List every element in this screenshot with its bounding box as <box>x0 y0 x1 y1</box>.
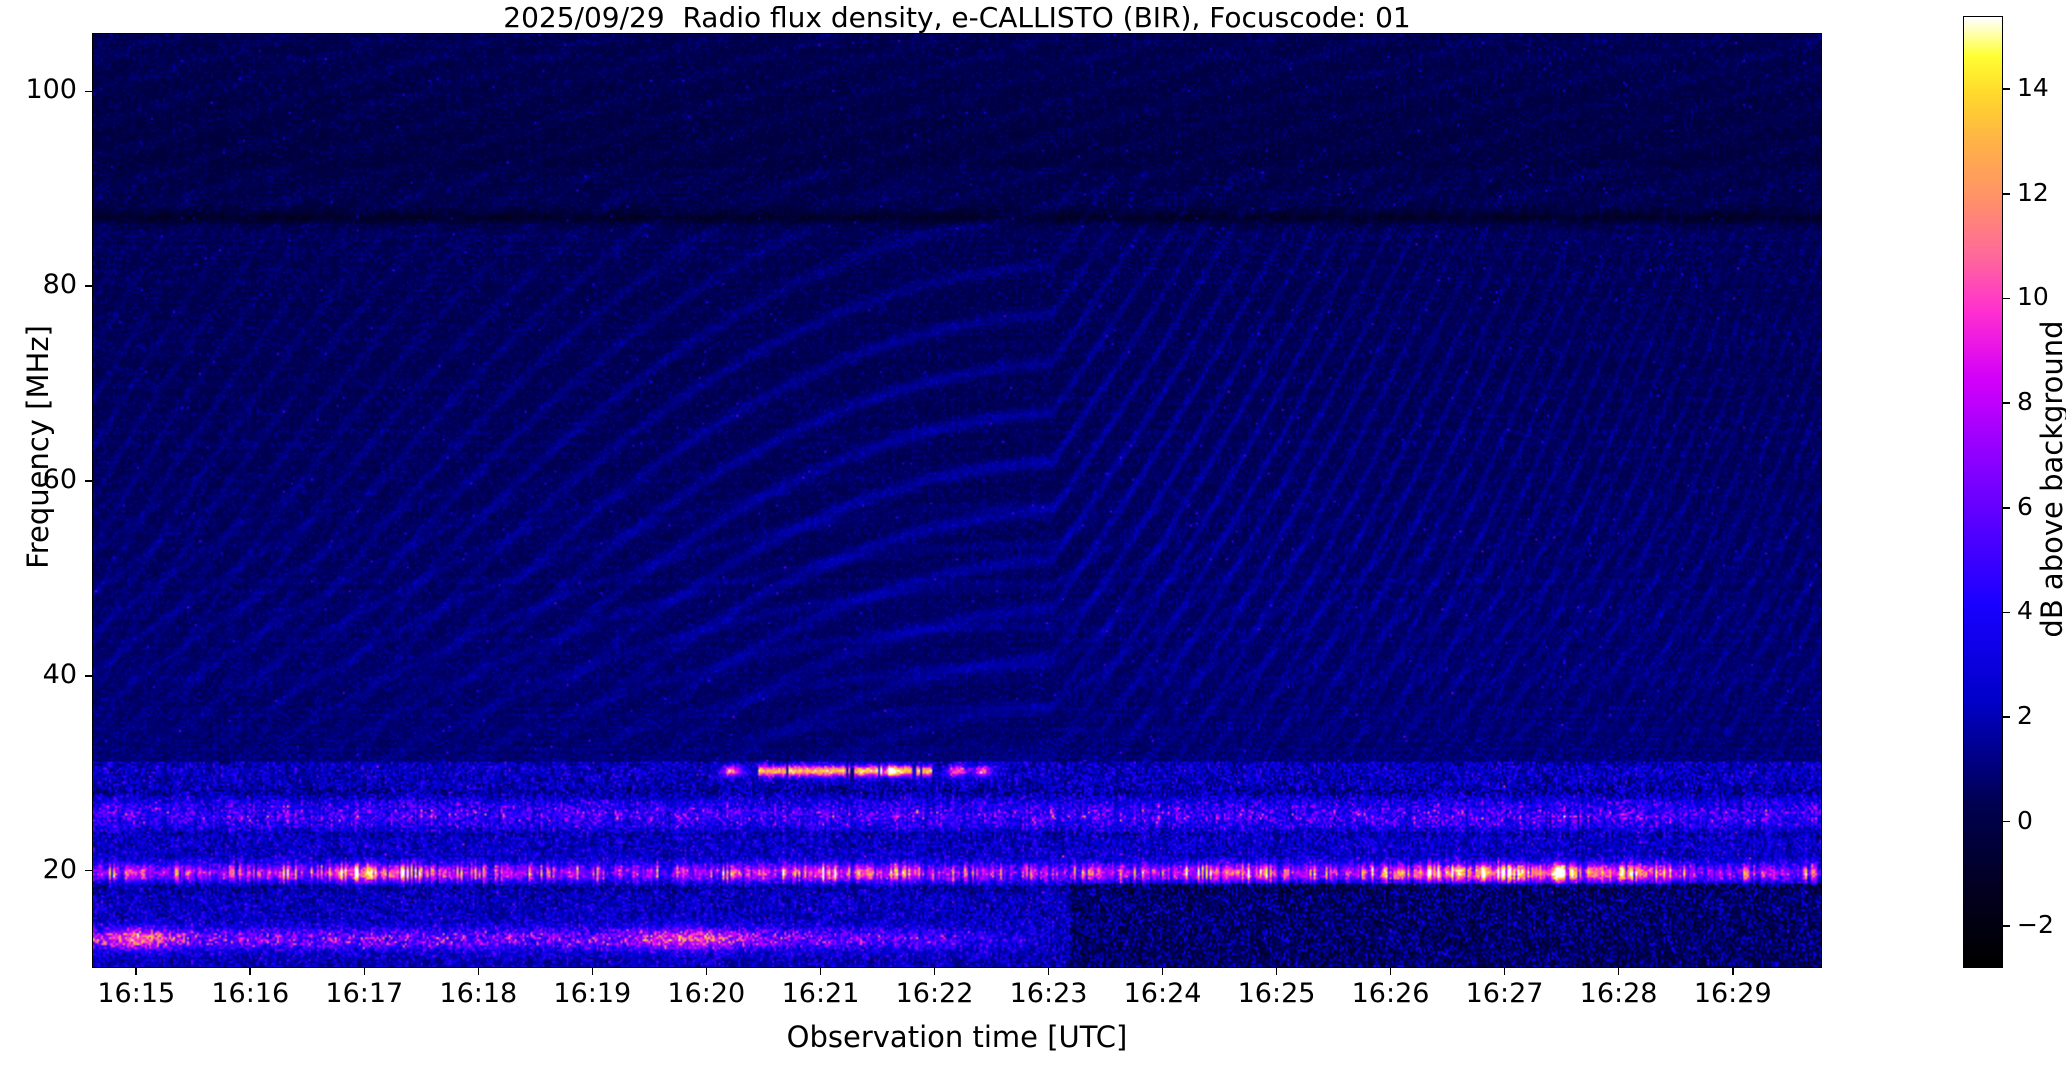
colorbar[interactable] <box>1963 16 2003 968</box>
x-tick-mark <box>1731 968 1734 975</box>
x-tick-mark <box>591 968 594 975</box>
x-tick-label: 16:24 <box>1123 978 1202 1009</box>
x-tick-mark <box>135 968 138 975</box>
x-tick-mark <box>477 968 480 975</box>
colorbar-tick-label: 14 <box>2017 73 2049 103</box>
colorbar-tick-label: 8 <box>2017 387 2033 417</box>
x-tick-label: 16:28 <box>1579 978 1658 1009</box>
x-tick-label: 16:15 <box>97 978 176 1009</box>
colorbar-tick-label: 0 <box>2017 805 2033 835</box>
colorbar-tick-label: 10 <box>2017 282 2049 312</box>
colorbar-tick-mark <box>2003 820 2010 823</box>
x-tick-mark <box>933 968 936 975</box>
y-tick-mark <box>85 675 92 677</box>
colorbar-tick-mark <box>2003 925 2010 927</box>
x-tick-mark <box>819 968 822 975</box>
x-axis-label: Observation time [UTC] <box>786 1020 1128 1054</box>
x-tick-mark <box>705 968 708 975</box>
spectrogram-image[interactable] <box>93 34 1821 967</box>
y-tick-mark <box>85 285 92 287</box>
colorbar-tick-label: 2 <box>2017 700 2033 730</box>
colorbar-tick-mark <box>2003 506 2010 509</box>
x-tick-mark <box>363 968 366 975</box>
x-tick-label: 16:25 <box>1237 978 1316 1009</box>
x-tick-mark <box>1389 968 1392 975</box>
colorbar-tick-label: 4 <box>2017 596 2033 626</box>
plot-axes[interactable] <box>92 33 1822 968</box>
x-tick-label: 16:21 <box>781 978 860 1009</box>
x-tick-label: 16:16 <box>211 978 290 1009</box>
x-tick-mark <box>1617 968 1620 975</box>
y-tick-label: 80 <box>42 269 77 301</box>
y-tick-label: 100 <box>25 74 77 106</box>
colorbar-tick-mark <box>2003 402 2010 404</box>
colorbar-tick-label: −2 <box>2017 910 2054 940</box>
colorbar-gradient <box>1964 17 2002 967</box>
x-tick-mark <box>1275 968 1278 975</box>
x-tick-label: 16:20 <box>667 978 746 1009</box>
y-tick-label: 40 <box>42 658 77 690</box>
colorbar-tick-mark <box>2003 193 2010 195</box>
x-tick-label: 16:18 <box>439 978 518 1009</box>
y-axis-label: Frequency [MHz] <box>21 325 55 569</box>
x-tick-mark <box>1047 968 1050 975</box>
x-tick-mark <box>249 968 252 975</box>
x-tick-label: 16:19 <box>553 978 632 1009</box>
y-tick-label: 20 <box>42 853 77 885</box>
x-tick-label: 16:22 <box>895 978 974 1009</box>
x-tick-mark <box>1161 968 1164 975</box>
y-tick-mark <box>85 90 92 93</box>
colorbar-tick-mark <box>2003 611 2010 614</box>
y-tick-label: 60 <box>42 464 77 496</box>
x-tick-label: 16:17 <box>325 978 404 1009</box>
x-tick-mark <box>1503 968 1506 975</box>
colorbar-tick-mark <box>2003 716 2010 718</box>
x-tick-label: 16:23 <box>1009 978 1088 1009</box>
y-tick-mark <box>85 480 92 482</box>
colorbar-label: dB above background <box>2035 320 2066 638</box>
colorbar-tick-mark <box>2003 88 2010 90</box>
colorbar-tick-label: 12 <box>2017 177 2049 207</box>
colorbar-tick-mark <box>2003 297 2010 300</box>
figure-title: 2025/09/29 Radio flux density, e-CALLIST… <box>503 1 1411 34</box>
x-tick-label: 16:29 <box>1693 978 1772 1009</box>
colorbar-tick-label: 6 <box>2017 491 2033 521</box>
y-tick-mark <box>85 869 92 872</box>
x-tick-label: 16:26 <box>1351 978 1430 1009</box>
x-tick-label: 16:27 <box>1465 978 1544 1009</box>
